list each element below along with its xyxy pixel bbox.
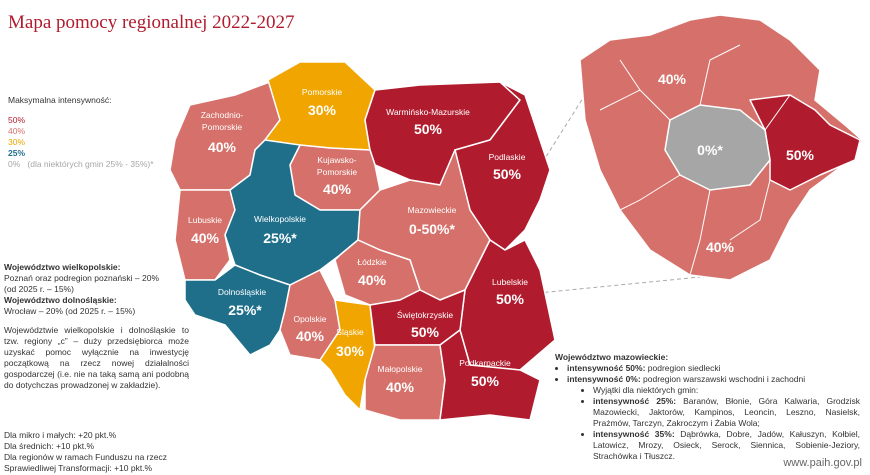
region-value: 25%* [228,302,262,318]
legend-item: 50% [8,115,26,125]
region-value: 40% [208,139,237,155]
region-name: Wielkopolskie [254,214,306,224]
bonus-line: Sprawiedliwej Transformacji: +10 pkt.% [4,463,153,473]
region-value: 50% [493,166,522,182]
region-name: Małopolskie [378,364,423,374]
region-value: 50% [496,291,525,307]
mazowieckie-notes: Województwo mazowieckie: intensywność 50… [555,352,860,462]
bullet-label: intensywność 0%: [567,374,641,384]
note-bullet: intensywność 25%: Baranów, Błonie, Góra … [593,396,860,429]
region-value: 40% [386,379,415,395]
region-value: 50% [471,373,500,389]
bullet-text: Dąbrówka, Dobre, Jadów, Kałuszyn, Kołbie… [593,429,860,461]
region-value: 30% [336,343,365,359]
left-notes: Województwo wielkopolskie: Poznań oraz p… [4,262,189,391]
inset-label: 40% [658,71,687,87]
bonus-line: Dla regionów w ramach Funduszu na rzecz [4,452,167,462]
note-paragraph: Województwie wielkopolskie i dolnośląski… [4,325,189,390]
legend-label: 0% [8,159,21,169]
bullet-text: podregion siedlecki [645,363,721,373]
bullet-label: intensywność 25%: [593,396,677,406]
bullet-label: intensywność 50%: [567,363,646,373]
note-line: (od 2025 r. – 15%) [4,284,74,294]
region [224,139,361,286]
legend-note: (dla niektórych gmin 25% - 35%)* [27,159,154,169]
inset-region [664,104,771,191]
region-value: 40% [191,230,220,246]
bullet-text: Baranów, Błonie, Góra Kalwaria, Grodzisk… [593,396,860,428]
inset-label: 50% [786,147,815,163]
legend-item: 25% [8,148,26,158]
legend-heading: Maksymalna intensywność: [8,95,112,105]
region-name: Mazowieckie [408,205,457,215]
note-line: Wrocław – 20% (od 2025 r. – 15%) [4,306,136,316]
note-line: Poznań oraz podregion poznański – 20% [4,273,159,283]
region-name: Lubelskie [492,277,528,287]
note-bullet: intensywność 35%: Dąbrówka, Dobre, Jadów… [593,429,860,462]
region-name: Zachodnio- [201,110,244,120]
region-name: Podlaskie [489,152,526,162]
region-value: 40% [323,181,352,197]
region [439,329,541,421]
note-bullet: intensywność 0%: podregion warszawski ws… [567,374,860,385]
note-bullet: intensywność 50%: podregion siedlecki [567,363,860,374]
region-name: Opolskie [293,314,326,324]
title: Mapa pomocy regionalnej 2022-2027 [8,12,295,33]
region-value: 30% [308,102,337,118]
legend-item: 0% (dla niektórych gmin 25% - 35%)* [8,159,154,170]
region-name: Podkarpackie [459,358,511,368]
bullet-text: podregion warszawski wschodni i zachodni [640,374,806,384]
inset-label: 0%* [697,142,723,158]
region-value: 50% [411,324,440,340]
region-name: Świętokrzyskie [397,309,453,320]
region-value: 50% [414,121,443,137]
region-name: Pomorskie [202,122,242,132]
legend-item: 30% [8,137,26,147]
bonus-line: Dla średnich: +10 pkt.% [4,441,95,451]
footer: www.paih.gov.pl [783,457,862,469]
legend-item: 40% [8,126,26,136]
region-name: Lubuskie [188,215,222,225]
bullet-label: intensywność 35%: [593,429,675,439]
region-name: Dolnośląskie [218,287,266,297]
region-value: 0-50%* [409,221,455,237]
bonus: Dla mikro i małych: +20 pkt.% Dla średni… [4,430,167,474]
region-name: Warmińsko-Mazurskie [386,107,470,117]
inset-label: 40% [706,239,735,255]
inset-border [599,44,791,276]
region-value: 40% [296,328,325,344]
region-name: Kujawsko- [317,155,356,165]
region-name: Pomorskie [317,167,357,177]
bonus-line: Dla mikro i małych: +20 pkt.% [4,430,117,440]
region-name: Pomorskie [302,87,342,97]
region-value: 40% [358,272,387,288]
note-heading: Województwo mazowieckie: [555,352,669,362]
note-heading: Województwo wielkopolskie: [4,262,121,272]
region-value: 25%* [263,230,297,246]
region-name: Łódzkie [357,257,387,267]
note-bullet: Wyjątki dla niektórych gmin: [593,385,860,396]
note-heading: Województwo dolnośląskie: [4,295,117,305]
region-name: Śląskie [336,326,364,337]
